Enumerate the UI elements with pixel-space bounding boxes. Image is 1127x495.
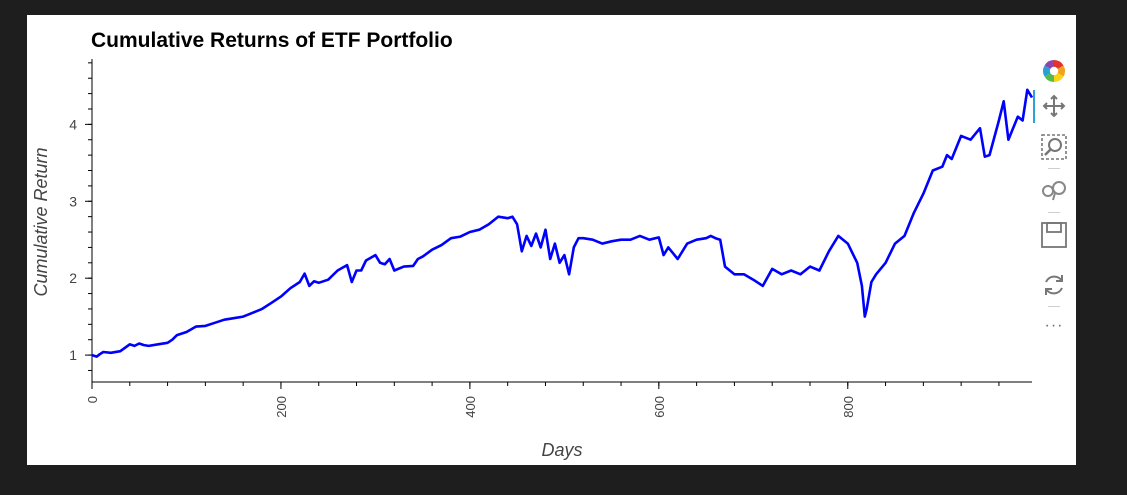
x-tick-label: 200 [274, 396, 289, 418]
chart-panel: Cumulative Returns of ETF Portfolio 0 200… [27, 15, 1076, 465]
save-icon[interactable] [1039, 220, 1069, 250]
x-tick-label: 800 [841, 396, 856, 418]
reset-icon[interactable] [1039, 270, 1069, 300]
x-tick-label: 0 [85, 396, 100, 403]
bokeh-logo-icon[interactable] [1039, 56, 1069, 86]
y-tick-label: 4 [69, 116, 77, 132]
chart[interactable]: Cumulative Returns of ETF Portfolio 0 200… [27, 15, 1076, 465]
toolbar-divider [1048, 168, 1060, 169]
y-tick-label: 2 [69, 270, 77, 286]
y-axis-label: Cumulative Return [31, 147, 51, 296]
active-tool-indicator [1033, 90, 1035, 123]
toolbar-divider [1048, 212, 1060, 213]
wheel-zoom-icon[interactable] [1039, 175, 1069, 205]
x-tick-label: 600 [652, 396, 667, 418]
series-line [91, 88, 1034, 358]
x-axis-label: Days [541, 440, 582, 460]
chart-toolbar: ··· [1033, 54, 1075, 354]
box-zoom-icon[interactable] [1039, 132, 1069, 162]
pan-icon[interactable] [1039, 91, 1069, 121]
chart-title: Cumulative Returns of ETF Portfolio [91, 29, 453, 52]
x-tick-label: 400 [463, 396, 478, 418]
more-icon[interactable]: ··· [1044, 317, 1064, 334]
y-tick-label: 3 [69, 193, 77, 209]
y-tick-label: 1 [69, 347, 77, 363]
toolbar-divider [1048, 306, 1060, 307]
